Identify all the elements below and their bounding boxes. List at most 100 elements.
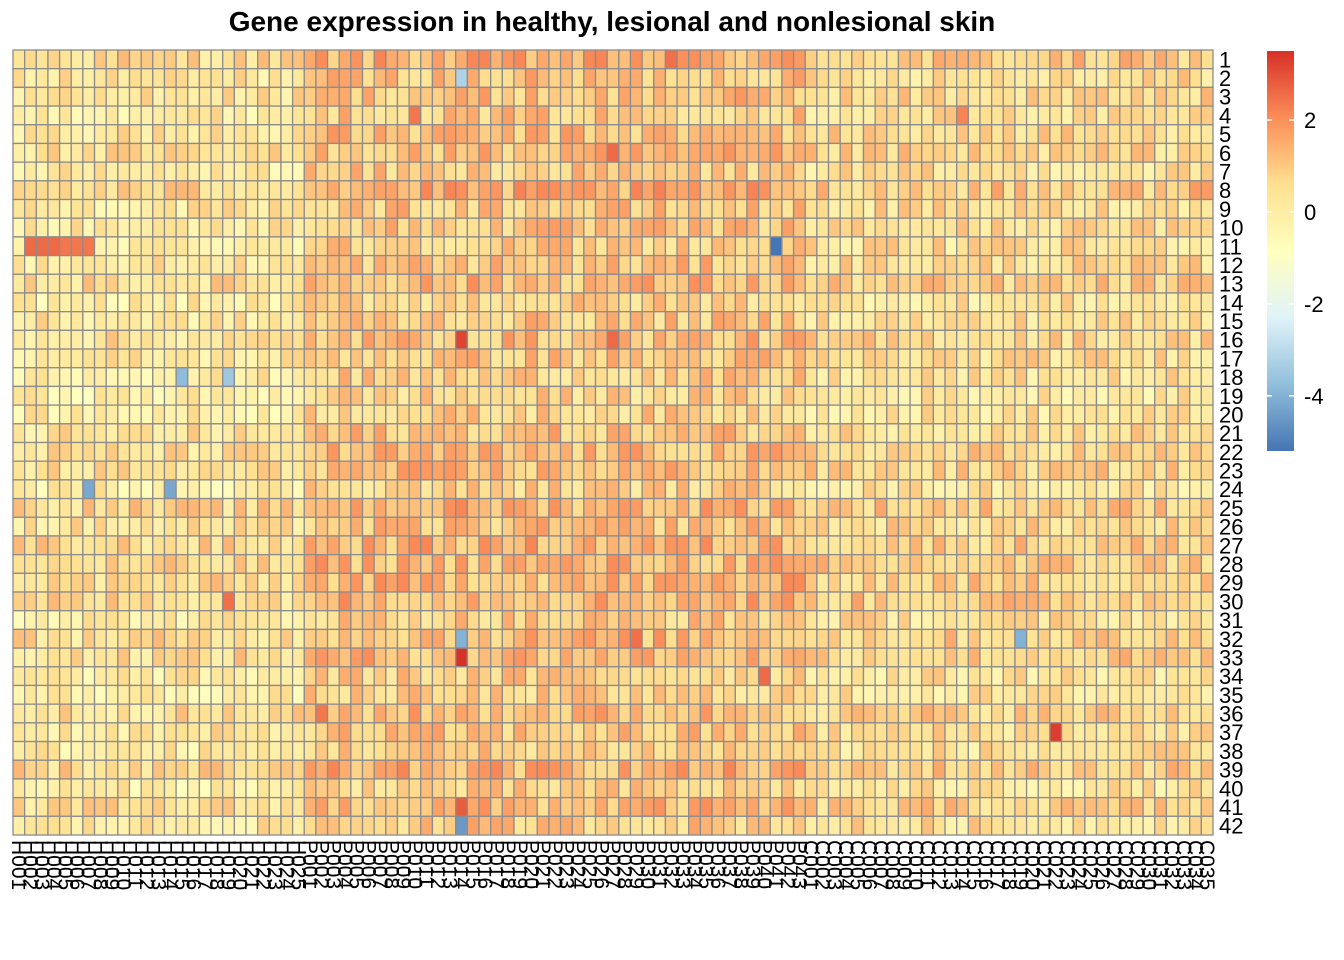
heatmap-cell — [804, 516, 818, 537]
heatmap-cell — [47, 254, 61, 275]
column-label: P022 — [543, 840, 566, 889]
heatmap-cell — [664, 367, 678, 388]
heatmap-cell — [909, 423, 923, 444]
heatmap-cell — [385, 553, 399, 574]
heatmap-cell — [152, 236, 166, 257]
heatmap-cell — [792, 105, 806, 126]
heatmap-cell — [1084, 105, 1098, 126]
heatmap-cell — [12, 236, 26, 257]
heatmap-cell — [303, 236, 317, 257]
heatmap-cell — [536, 105, 550, 126]
column-label: C014 — [951, 840, 974, 891]
heatmap-cell — [140, 535, 154, 556]
heatmap-cell — [618, 740, 632, 761]
heatmap-cell — [210, 572, 224, 593]
heatmap-cell — [1154, 385, 1168, 406]
column-label: C020 — [1020, 840, 1043, 890]
heatmap-cell — [711, 273, 725, 294]
heatmap-cell — [222, 553, 236, 574]
heatmap-cell — [1154, 759, 1168, 780]
heatmap-cell — [711, 666, 725, 687]
heatmap-cell — [839, 796, 853, 817]
heatmap-cell — [315, 329, 329, 350]
heatmap-cell — [956, 161, 969, 182]
heatmap-cell — [280, 254, 294, 275]
heatmap-cell — [128, 684, 142, 705]
heatmap-cell — [886, 367, 900, 388]
heatmap-cell — [373, 610, 387, 631]
heatmap-cell — [979, 180, 993, 201]
heatmap-cell — [1002, 553, 1016, 574]
heatmap-cell — [245, 311, 259, 332]
heatmap-cell — [420, 348, 434, 369]
heatmap-cell — [1060, 703, 1074, 724]
heatmap-cell — [175, 460, 189, 481]
heatmap-cell — [490, 292, 503, 313]
heatmap-cell — [967, 311, 981, 332]
heatmap-cell — [210, 815, 224, 836]
heatmap-cell — [792, 236, 806, 257]
heatmap-cell — [128, 796, 142, 817]
heatmap-cell — [245, 516, 259, 537]
heatmap-cell — [490, 423, 503, 444]
heatmap-cell — [128, 740, 142, 761]
heatmap-cell — [291, 684, 305, 705]
heatmap-cell — [1060, 86, 1074, 107]
heatmap-cell — [548, 796, 562, 817]
heatmap-cell — [431, 423, 445, 444]
heatmap-cell — [559, 273, 573, 294]
heatmap-cell — [653, 86, 667, 107]
heatmap-cell — [513, 666, 527, 687]
heatmap-cell — [70, 591, 84, 612]
heatmap-cell — [350, 329, 364, 350]
heatmap-cell — [1037, 161, 1051, 182]
heatmap-cell — [1095, 161, 1109, 182]
heatmap-cell — [1200, 254, 1214, 275]
heatmap-cell — [35, 161, 49, 182]
heatmap-cell — [1177, 329, 1191, 350]
heatmap-cell — [1060, 198, 1074, 219]
heatmap-cell — [70, 516, 84, 537]
heatmap-cell — [723, 740, 736, 761]
heatmap-cell — [58, 49, 72, 70]
heatmap-cell — [257, 722, 270, 743]
heatmap-cell — [58, 254, 72, 275]
heatmap-cell — [128, 68, 142, 89]
heatmap-cell — [734, 610, 748, 631]
heatmap-cell — [396, 628, 410, 649]
heatmap-cell — [1014, 441, 1028, 462]
heatmap-cell — [862, 311, 876, 332]
heatmap-cell — [886, 236, 900, 257]
heatmap-cell — [956, 703, 969, 724]
heatmap-cell — [699, 684, 713, 705]
heatmap-cell — [455, 292, 469, 313]
heatmap-cell — [385, 759, 399, 780]
heatmap-cell — [291, 348, 305, 369]
heatmap-cell — [1014, 68, 1028, 89]
heatmap-cell — [1072, 740, 1086, 761]
heatmap-cell — [291, 553, 305, 574]
heatmap-cell — [222, 180, 236, 201]
heatmap-cell — [1037, 778, 1051, 799]
heatmap-cell — [268, 666, 282, 687]
heatmap-cell — [524, 311, 538, 332]
heatmap-cell — [618, 703, 632, 724]
heatmap-cell — [338, 311, 352, 332]
heatmap-cell — [723, 591, 736, 612]
heatmap-cell — [420, 553, 434, 574]
heatmap-cell — [559, 796, 573, 817]
heatmap-cell — [291, 142, 305, 163]
heatmap-cell — [641, 311, 655, 332]
heatmap-cell — [1072, 684, 1086, 705]
heatmap-cell — [82, 572, 96, 593]
heatmap-cell — [874, 666, 888, 687]
heatmap-cell — [233, 460, 247, 481]
heatmap-cell — [198, 628, 212, 649]
heatmap-cell — [1154, 329, 1168, 350]
heatmap-cell — [757, 441, 771, 462]
heatmap-cell — [233, 292, 247, 313]
heatmap-cell — [315, 311, 329, 332]
heatmap-cell — [571, 254, 585, 275]
heatmap-cell — [455, 516, 469, 537]
heatmap-cell — [431, 348, 445, 369]
